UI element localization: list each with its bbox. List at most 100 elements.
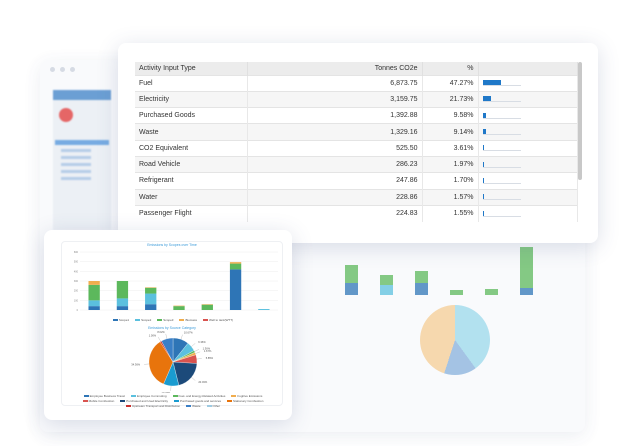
tonnes-value: 6,873.75 — [247, 74, 423, 92]
share-bar-fill — [482, 194, 484, 200]
share-bar — [482, 194, 521, 201]
col-activity-type[interactable]: Activity Input Type — [135, 62, 248, 75]
table-row[interactable]: Passenger Flight 224.83 1.55% — [135, 204, 578, 222]
table-row[interactable]: Purchased Goods 1,392.88 9.58% — [135, 107, 578, 124]
pie-slice-label: 1.36% — [203, 346, 211, 350]
share-bar-cell — [478, 107, 578, 124]
legend-item[interactable]: Fuel- and Energy-Related Activities — [172, 394, 225, 398]
share-bar — [482, 161, 521, 168]
activity-type: Road Vehicle — [135, 155, 248, 173]
bar-segment — [88, 306, 100, 310]
table-row[interactable]: Road Vehicle 286.23 1.97% — [135, 155, 578, 173]
bar-legend: Scope1 Scope2 Scope3 Biomass Well to tank(WT… — [62, 318, 284, 322]
share-bar-fill — [482, 112, 487, 118]
background-bar-chart — [335, 245, 580, 295]
legend-item[interactable]: Scope1 — [112, 318, 129, 322]
pie-label-leader — [196, 358, 202, 360]
percent-value: 1.97% — [422, 155, 479, 173]
col-percent[interactable]: % — [422, 62, 479, 75]
bar-segment — [258, 309, 270, 310]
legend-item[interactable]: Employee Commuting — [130, 394, 167, 398]
share-bar-cell — [478, 155, 578, 173]
legend-item[interactable]: Scope2 — [135, 318, 151, 322]
y-tick-label: 300 — [74, 280, 79, 283]
bar-segment — [88, 284, 100, 301]
activity-type: Refrigerant — [135, 172, 248, 190]
window-controls — [50, 67, 75, 72]
percent-value: 1.57% — [422, 188, 479, 206]
percent-value: 47.27% — [422, 74, 479, 92]
share-bar-cell — [478, 90, 578, 108]
legend-item[interactable]: Stationary Combustion — [227, 399, 263, 403]
logo-icon — [59, 108, 73, 122]
legend-item[interactable]: Fugitive Emissions — [231, 394, 262, 398]
pie-slice-label: 1.67% — [204, 349, 212, 353]
share-bar — [482, 145, 521, 152]
bar-segment — [229, 262, 242, 264]
table-row[interactable]: Waste 1,329.16 9.14% — [135, 123, 578, 141]
y-tick-label: 600 — [74, 251, 79, 254]
bar-segment — [145, 287, 157, 294]
y-tick-label: 200 — [74, 290, 79, 293]
pie-label-leader — [191, 343, 196, 347]
tonnes-value: 1,392.88 — [247, 107, 423, 124]
pie-label-leader — [165, 333, 168, 339]
pie-slice-label: 34.36% — [131, 363, 140, 367]
table-row[interactable]: Electricity 3,159.75 21.73% — [135, 90, 578, 108]
charts-panel: Emissions by Scopes over Time 0 100 200 300… — [61, 241, 284, 408]
source-pie-chart: 10.67% 6.36% 1.36%1.67% 5.85% 20.03% 10.33% 34… — [131, 331, 214, 393]
share-bar-cell — [478, 139, 578, 157]
charts-card: Emissions by Scopes over Time 0 100 200 300… — [44, 230, 292, 420]
pie-chart-title: Emissions by Source Category — [148, 326, 196, 330]
bar-segment — [88, 281, 100, 285]
percent-value: 21.73% — [422, 90, 479, 108]
bar-segment — [116, 281, 129, 299]
pie-slice-label: 6.36% — [198, 340, 206, 344]
y-tick-label: 100 — [74, 299, 79, 302]
pie-slice-label: 20.03% — [198, 380, 207, 384]
col-tonnes[interactable]: Tonnes CO2e — [247, 62, 423, 75]
table-scrollbar[interactable] — [578, 62, 582, 180]
table-row[interactable]: CO2 Equivalent 525.50 3.61% — [135, 139, 578, 157]
share-bar-cell — [478, 123, 578, 141]
pie-slice-label: 5.85% — [206, 356, 214, 360]
tonnes-value: 1,329.16 — [247, 123, 423, 141]
table-row[interactable]: Refrigerant 247.86 1.70% — [135, 172, 578, 190]
pie-slice — [148, 341, 174, 385]
tonnes-value: 3,159.75 — [247, 90, 423, 108]
legend-item[interactable]: Well to tank(WTT) — [202, 318, 233, 322]
pie-label-leader — [180, 334, 183, 340]
legend-item[interactable]: Mobile Combustion — [82, 399, 114, 403]
legend-item[interactable]: Purchased goods and services — [173, 399, 221, 403]
activity-type: Electricity — [135, 90, 248, 108]
activity-type: Purchased Goods — [135, 107, 248, 124]
legend-item[interactable]: Upstream Transport and Distribution — [125, 404, 180, 408]
activity-table: Activity Input Type Tonnes CO2e % Fuel 6… — [135, 62, 578, 222]
legend-item[interactable]: Scope3 — [157, 318, 173, 322]
legend-item[interactable]: Other — [206, 404, 220, 408]
share-bar-cell — [478, 188, 578, 206]
share-bar — [482, 210, 521, 217]
share-bar-fill — [482, 161, 484, 167]
table-row[interactable]: Fuel 6,873.75 47.27% — [135, 74, 578, 92]
bar-segment — [88, 300, 100, 307]
legend-item[interactable]: Employee Business Travel — [83, 394, 125, 398]
percent-value: 1.55% — [422, 204, 479, 222]
pie-slice-label: 10.67% — [184, 331, 193, 335]
pie-label-leader — [158, 337, 161, 342]
activity-type: Water — [135, 188, 248, 206]
activity-type: Fuel — [135, 74, 248, 92]
share-bar-cell — [478, 172, 578, 190]
share-bar — [482, 177, 521, 184]
emissions-table-card: Activity Input Type Tonnes CO2e % Fuel 6… — [118, 43, 598, 243]
share-bar-fill — [482, 210, 484, 216]
share-bar — [482, 112, 521, 119]
activity-type: CO2 Equivalent — [135, 139, 248, 157]
legend-item[interactable]: Biomass — [179, 318, 197, 322]
tonnes-value: 286.23 — [247, 155, 423, 173]
table-row[interactable]: Water 228.86 1.57% — [135, 188, 578, 206]
legend-item[interactable]: Purchased and Used Electricity — [120, 399, 168, 403]
col-bar — [478, 62, 578, 75]
activity-type: Waste — [135, 123, 248, 141]
legend-item[interactable]: Waste — [186, 404, 201, 408]
